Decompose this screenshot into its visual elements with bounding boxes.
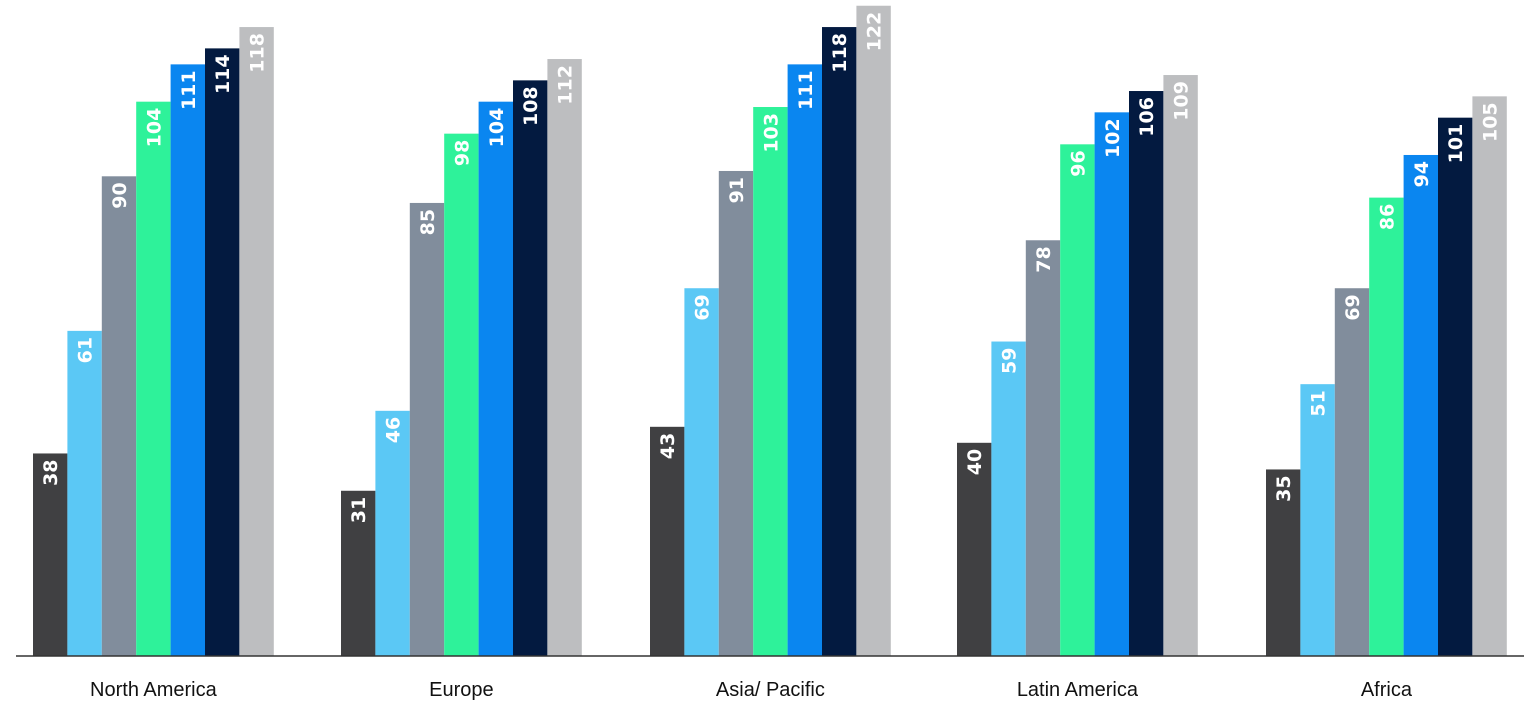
bar-value-label: 51 [1308, 390, 1330, 416]
bar-value-label: 61 [75, 337, 97, 363]
bar-value-label: 111 [178, 70, 200, 110]
bar-value-label: 104 [143, 108, 165, 148]
bar [67, 330, 102, 656]
bar-value-label: 98 [451, 140, 473, 166]
bar [822, 27, 857, 657]
bar [991, 341, 1026, 656]
bar-value-label: 40 [964, 449, 986, 475]
bar [1163, 75, 1198, 656]
bar [136, 101, 171, 657]
bars-layer [33, 5, 1507, 657]
bar-value-label: 59 [999, 348, 1021, 374]
bar-value-label: 35 [1273, 475, 1295, 501]
bar-value-label: 90 [109, 182, 131, 208]
bar [1369, 197, 1404, 656]
bar-value-label: 96 [1067, 150, 1089, 176]
bar [1266, 469, 1301, 656]
bar-value-label: 103 [760, 113, 782, 153]
bar [239, 27, 274, 657]
bar [856, 5, 891, 657]
bar-value-label: 69 [692, 294, 714, 320]
bar [1300, 384, 1335, 656]
category-label: North America [90, 679, 218, 701]
bar-value-label: 111 [795, 70, 817, 110]
bar-value-label: 104 [486, 108, 508, 148]
category-label: Europe [429, 679, 494, 701]
bar [1129, 91, 1164, 656]
bar [1060, 144, 1095, 656]
bar [409, 202, 445, 656]
bar [787, 64, 822, 657]
bar-value-label: 109 [1171, 81, 1193, 121]
bar-value-label: 105 [1480, 102, 1502, 142]
bar [1334, 288, 1370, 656]
bar [478, 101, 513, 657]
bar-value-label: 118 [247, 33, 269, 73]
bar-value-label: 78 [1033, 246, 1055, 272]
bar [205, 48, 240, 656]
bar-value-label: 101 [1445, 124, 1467, 164]
bar [547, 59, 582, 657]
bar-value-label: 122 [864, 12, 886, 52]
bar [753, 107, 788, 656]
bar-value-label: 114 [212, 54, 234, 94]
bar [718, 170, 754, 656]
bar-value-label: 31 [348, 497, 370, 523]
bar-value-label: 86 [1376, 204, 1398, 230]
bar [444, 133, 479, 656]
bar [170, 64, 205, 657]
bar-value-label: 118 [829, 33, 851, 73]
bar [33, 453, 68, 656]
bar [1025, 240, 1061, 656]
bar-value-label: 108 [520, 86, 542, 126]
category-label: Africa [1361, 679, 1413, 701]
bar-value-label: 46 [383, 417, 405, 443]
bar-value-label: 94 [1411, 161, 1433, 187]
bar-value-label: 91 [726, 177, 748, 203]
bar-value-label: 112 [555, 65, 577, 105]
bar-value-label: 102 [1102, 118, 1124, 158]
value-labels-layer: 38 61 90 104 111 114 118 31 46 85 98 104 108 112 43 69 9… [40, 12, 1501, 523]
category-label: Latin America [1017, 679, 1139, 701]
bar-value-label: 69 [1342, 294, 1364, 320]
bar-value-label: 106 [1136, 97, 1158, 137]
category-labels-layer: North America Europe Asia/ Pacific Latin Am… [90, 679, 1413, 701]
bar [957, 442, 992, 656]
bar [341, 490, 376, 656]
bar [650, 426, 685, 656]
bar [1472, 96, 1507, 657]
bar-value-label: 43 [657, 433, 679, 459]
bar [101, 176, 137, 657]
category-label: Asia/ Pacific [716, 679, 825, 701]
bar-value-label: 85 [417, 209, 439, 235]
bar-value-label: 38 [40, 459, 62, 485]
bar [684, 288, 719, 656]
bar [1438, 117, 1473, 657]
bar [513, 80, 548, 657]
bar [1403, 154, 1438, 657]
bar [375, 410, 410, 656]
bar [1094, 112, 1129, 657]
